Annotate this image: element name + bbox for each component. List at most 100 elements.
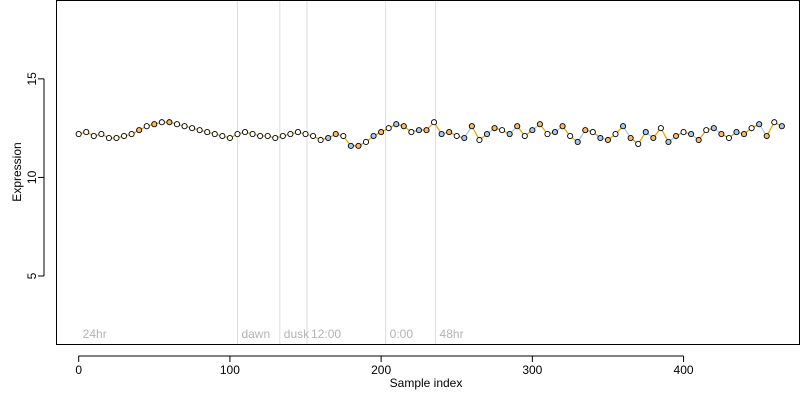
data-point <box>423 127 430 134</box>
data-point <box>83 129 90 136</box>
data-point <box>173 121 181 128</box>
data-point <box>710 125 717 132</box>
data-point <box>468 123 475 130</box>
data-point <box>105 134 112 142</box>
data-point <box>733 129 740 136</box>
data-point <box>446 129 453 136</box>
data-point <box>756 121 763 128</box>
data-point <box>302 131 309 138</box>
data-point <box>317 136 324 144</box>
data-point <box>430 119 438 126</box>
data-point <box>574 138 581 145</box>
data-point <box>612 131 619 138</box>
data-point <box>438 131 445 138</box>
annotation-label-4: 0:00 <box>390 327 414 341</box>
data-point <box>763 132 770 140</box>
y-tick-label-0: 5 <box>25 272 39 279</box>
data-point <box>279 132 286 140</box>
data-point <box>325 134 332 142</box>
x-axis: 0 100 200 300 400 <box>75 355 694 377</box>
data-point <box>695 136 702 144</box>
data-point <box>491 125 498 132</box>
data-point <box>514 123 521 130</box>
data-point <box>204 129 211 136</box>
data-point <box>521 132 528 140</box>
data-point <box>650 134 657 142</box>
data-point <box>75 131 82 138</box>
data-point <box>642 129 649 136</box>
annotation-label-2: dusk <box>284 327 310 341</box>
data-point <box>725 134 732 142</box>
annotation-label-5: 48hr <box>440 327 464 341</box>
data-point <box>567 132 574 140</box>
data-point <box>189 125 196 132</box>
x-tick-label-4: 400 <box>674 363 694 377</box>
data-point <box>483 131 491 138</box>
data-point <box>264 132 271 140</box>
data-point <box>128 131 135 138</box>
data-point <box>378 129 385 136</box>
data-point <box>90 132 97 140</box>
data-point <box>219 132 226 140</box>
x-tick-label-3: 300 <box>522 363 542 377</box>
data-point <box>241 129 249 136</box>
data-point <box>347 142 354 149</box>
data-point <box>665 138 672 145</box>
data-point <box>272 134 279 142</box>
x-axis-title: Sample index <box>390 376 463 390</box>
data-point <box>120 132 128 140</box>
data-point <box>143 123 150 130</box>
data-point <box>589 129 596 136</box>
data-point <box>166 119 173 126</box>
data-point <box>620 123 627 130</box>
data-point <box>703 127 710 134</box>
data-point <box>340 132 347 140</box>
data-point <box>680 129 687 136</box>
data-point <box>355 142 362 149</box>
data-point <box>249 131 256 138</box>
y-tick-label-1: 10 <box>25 170 39 184</box>
data-point <box>657 125 664 132</box>
data-point <box>362 138 370 145</box>
annotation-label-0: 24hr <box>83 327 107 341</box>
y-axis: 5 10 15 <box>25 72 45 279</box>
data-point <box>294 129 302 136</box>
data-point <box>310 132 317 140</box>
x-tick-label-1: 100 <box>220 363 240 377</box>
data-point <box>408 129 415 136</box>
plot-frame <box>56 0 800 345</box>
data-point <box>529 127 536 134</box>
data-point <box>257 132 264 140</box>
data-point <box>582 127 589 134</box>
data-point <box>559 123 566 130</box>
data-point <box>453 132 460 140</box>
data-point <box>415 127 422 134</box>
x-tick-label-0: 0 <box>75 363 82 377</box>
annotation-lines <box>236 1 437 344</box>
data-point <box>740 131 748 138</box>
data-point <box>604 136 612 144</box>
data-point <box>536 121 543 128</box>
data-point <box>332 131 339 138</box>
data-point <box>226 134 233 142</box>
annotation-labels: 24hr dawn dusk 12:00 0:00 48hr <box>83 327 464 341</box>
data-point <box>506 131 513 138</box>
data-point <box>544 131 551 138</box>
data-point <box>287 131 294 138</box>
y-tick-label-2: 15 <box>25 72 39 86</box>
data-point <box>778 123 785 130</box>
data-point <box>672 132 680 140</box>
annotation-label-3: 12:00 <box>311 327 341 341</box>
data-point <box>113 134 120 142</box>
data-point <box>234 131 241 138</box>
data-point <box>400 123 407 130</box>
data-point <box>551 129 559 136</box>
data-point <box>597 134 604 142</box>
data-point <box>627 134 634 142</box>
data-points <box>75 119 785 149</box>
data-point <box>151 121 158 128</box>
data-point <box>158 119 165 126</box>
data-point <box>98 131 105 138</box>
data-point <box>136 127 143 134</box>
